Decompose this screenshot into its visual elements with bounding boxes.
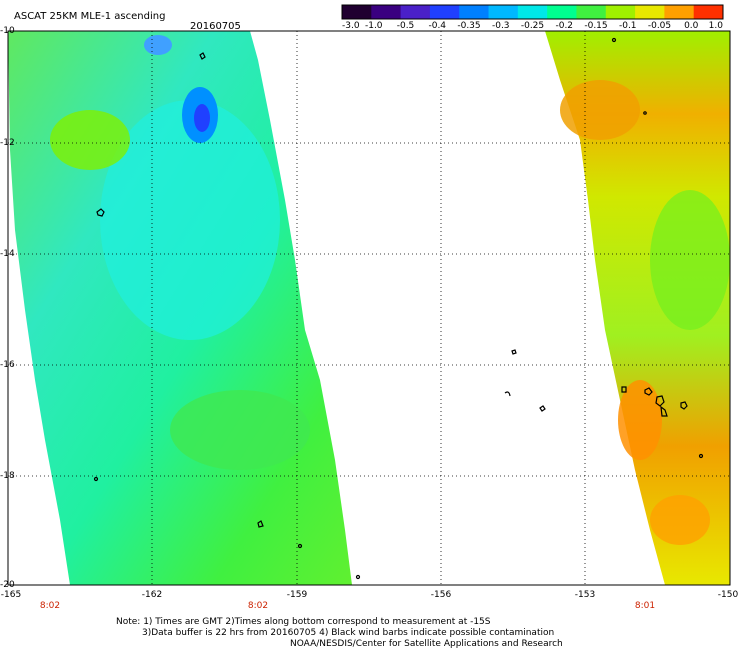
note-line-2: 3)Data buffer is 22 hrs from 20160705 4)… [142,628,555,638]
plot-frame [7,30,731,586]
colorbar-label: -1.0 [364,21,383,31]
colorbar-label: -0.15 [584,21,608,31]
colorbar-label: 0.0 [684,21,699,31]
x-tick-label: -165 [0,590,22,600]
y-tick-label: -20 [0,580,15,590]
colorbar-segment [488,5,519,19]
colorbar [341,4,724,20]
colorbar-segment [429,5,460,19]
green-region-right [650,190,730,330]
colorbar-segment [371,5,402,19]
x-tick-label: -153 [574,590,596,600]
orange-region-top [560,80,640,140]
pass-time-label: 8:02 [247,601,269,611]
note-line-1: Note: 1) Times are GMT 2)Times along bot… [116,617,491,627]
colorbar-segment [547,5,577,19]
colorbar-label: -0.25 [520,21,545,31]
colorbar-label: -0.1 [618,21,637,31]
colorbar-segment [517,5,548,19]
colorbar-segment [605,5,636,19]
green-patch [50,110,130,170]
colorbar-label: -3.0 [342,21,360,31]
colorbar-label: 1.0 [708,21,723,31]
colorbar-segment [400,5,431,19]
y-tick-label: -12 [0,138,15,148]
colorbar-segment [664,5,695,19]
colorbar-segment [635,5,665,19]
y-tick-label: -16 [0,360,15,370]
map-title: ASCAT 25KM MLE-1 ascending [14,11,166,22]
x-tick-label: -150 [717,590,739,600]
y-tick-label: -18 [0,471,15,481]
note-line-3: NOAA/NESDIS/Center for Satellite Applica… [290,639,563,649]
x-tick-label: -156 [430,590,452,600]
grid-lines [8,31,730,585]
colorbar-segment [342,5,372,19]
green-patch-2 [170,390,310,470]
map-date: 20160705 [190,21,241,32]
x-tick-label: -162 [141,590,163,600]
colorbar-segment [576,5,607,19]
right-swath [545,31,730,585]
colorbar-segment [693,5,724,19]
orange-region-low [618,380,662,460]
y-tick-label: -14 [0,249,15,259]
blue-top [144,35,172,55]
y-tick-label: -10 [0,26,15,36]
pass-time-label: 8:02 [39,601,61,611]
colorbar-label: -0.35 [457,21,481,31]
colorbar-label: -0.2 [555,21,574,31]
pass-time-label: 8:01 [634,601,656,611]
colorbar-label: -0.5 [396,21,415,31]
colorbar-border [341,4,724,20]
orange-region-bottom [650,495,710,545]
island-outlines [93,37,704,580]
blue-core [194,104,210,132]
cyan-region [100,100,280,340]
colorbar-segment [459,5,490,19]
colorbar-label: -0.05 [647,21,672,31]
colorbar-label: -0.3 [491,21,510,31]
x-tick-label: -159 [286,590,308,600]
colorbar-label: -0.4 [428,21,447,31]
